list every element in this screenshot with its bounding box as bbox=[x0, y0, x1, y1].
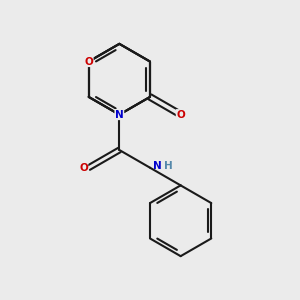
Text: N: N bbox=[115, 110, 124, 120]
Text: O: O bbox=[79, 163, 88, 173]
Text: N: N bbox=[153, 161, 161, 171]
Text: O: O bbox=[176, 110, 185, 120]
Text: H: H bbox=[164, 161, 173, 171]
Text: O: O bbox=[84, 56, 93, 67]
